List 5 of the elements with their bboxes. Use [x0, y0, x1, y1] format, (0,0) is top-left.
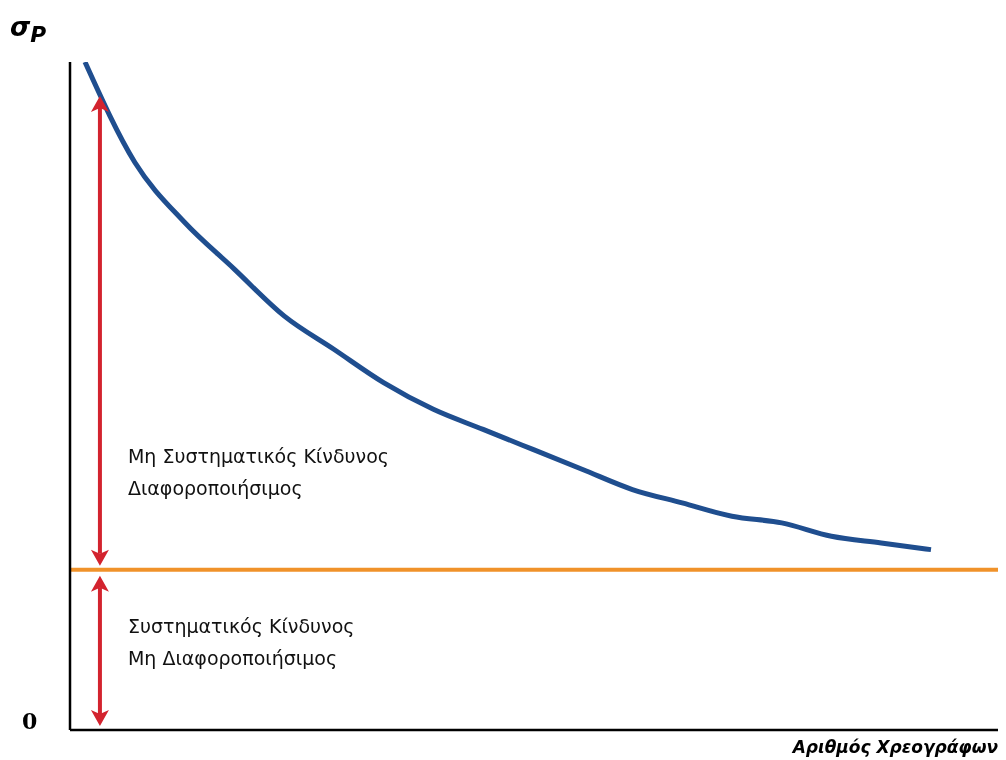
y-axis-title: σ$_{P}$: [10, 12, 47, 48]
annotation: Συστηματικός Κίνδυνος Μη Διαφοροποιήσιμος: [127, 613, 355, 671]
x-axis-title: Αριθμός Χρεογράφων: [792, 737, 998, 757]
annotation: Μη Συστηματικός Κίνδυνος Διαφοροποιήσιμος: [127, 443, 389, 501]
text: 0: [22, 708, 38, 734]
